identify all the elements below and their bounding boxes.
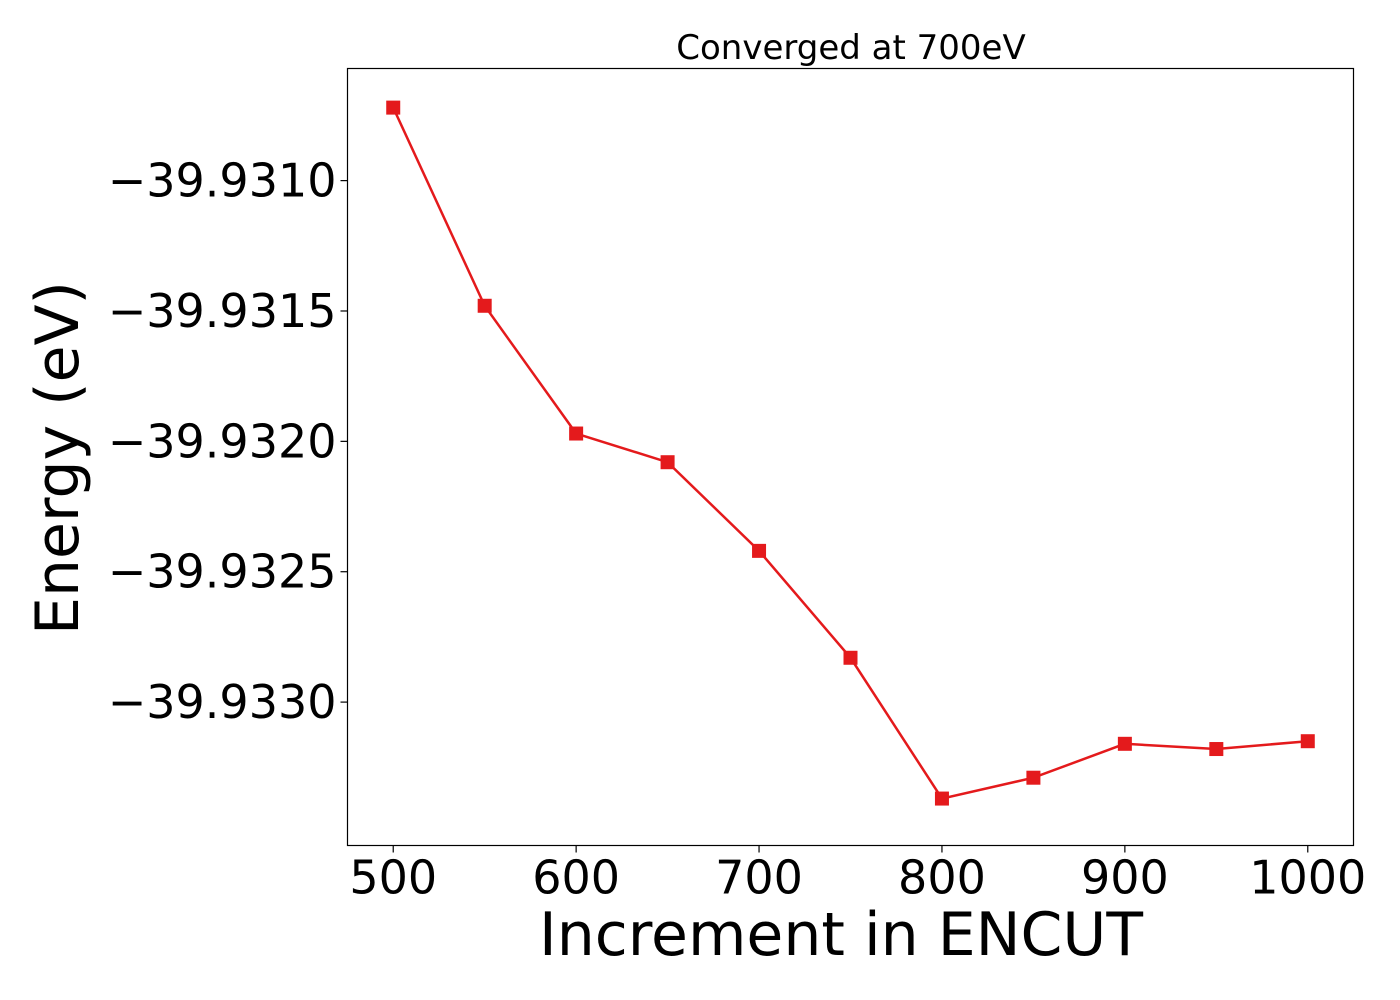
data-point-marker: [1117, 736, 1132, 751]
data-point-marker: [934, 791, 949, 806]
x-axis-label: Increment in ENCUT: [539, 900, 1143, 970]
x-tick-label: 900: [1081, 851, 1169, 905]
data-point-marker: [1300, 734, 1315, 749]
y-axis: −39.9310 −39.9315 −39.9320 −39.9325 −39.9330: [108, 154, 348, 729]
x-tick-label: 800: [898, 851, 986, 905]
energy-series-line: [392, 107, 1308, 800]
plot-area-frame: [346, 67, 1355, 847]
data-point-marker: [386, 100, 401, 115]
x-tick-label: 1000: [1249, 851, 1366, 905]
data-point-marker: [569, 426, 584, 441]
x-tick-label: 500: [349, 851, 437, 905]
y-tick-label: −39.9325: [108, 545, 337, 599]
data-point-marker: [477, 298, 492, 313]
y-tick-label: −39.9330: [108, 675, 337, 729]
data-point-marker: [1209, 742, 1224, 757]
x-tick-label: 700: [715, 851, 803, 905]
y-tick-label: −39.9320: [108, 414, 337, 468]
energy-series-markers: [386, 100, 1315, 806]
chart-title: Converged at 700eV: [676, 28, 1025, 68]
x-tick-label: 600: [532, 851, 620, 905]
x-axis: 500 600 700 800 900 1000: [349, 845, 1366, 905]
y-axis-label: Energy (eV): [23, 281, 93, 635]
data-point-marker: [752, 543, 767, 558]
y-tick-label: −39.9310: [108, 154, 337, 208]
data-point-marker: [660, 455, 675, 470]
data-point-marker: [1026, 770, 1041, 785]
data-point-marker: [843, 650, 858, 665]
y-tick-label: −39.9315: [108, 284, 337, 338]
